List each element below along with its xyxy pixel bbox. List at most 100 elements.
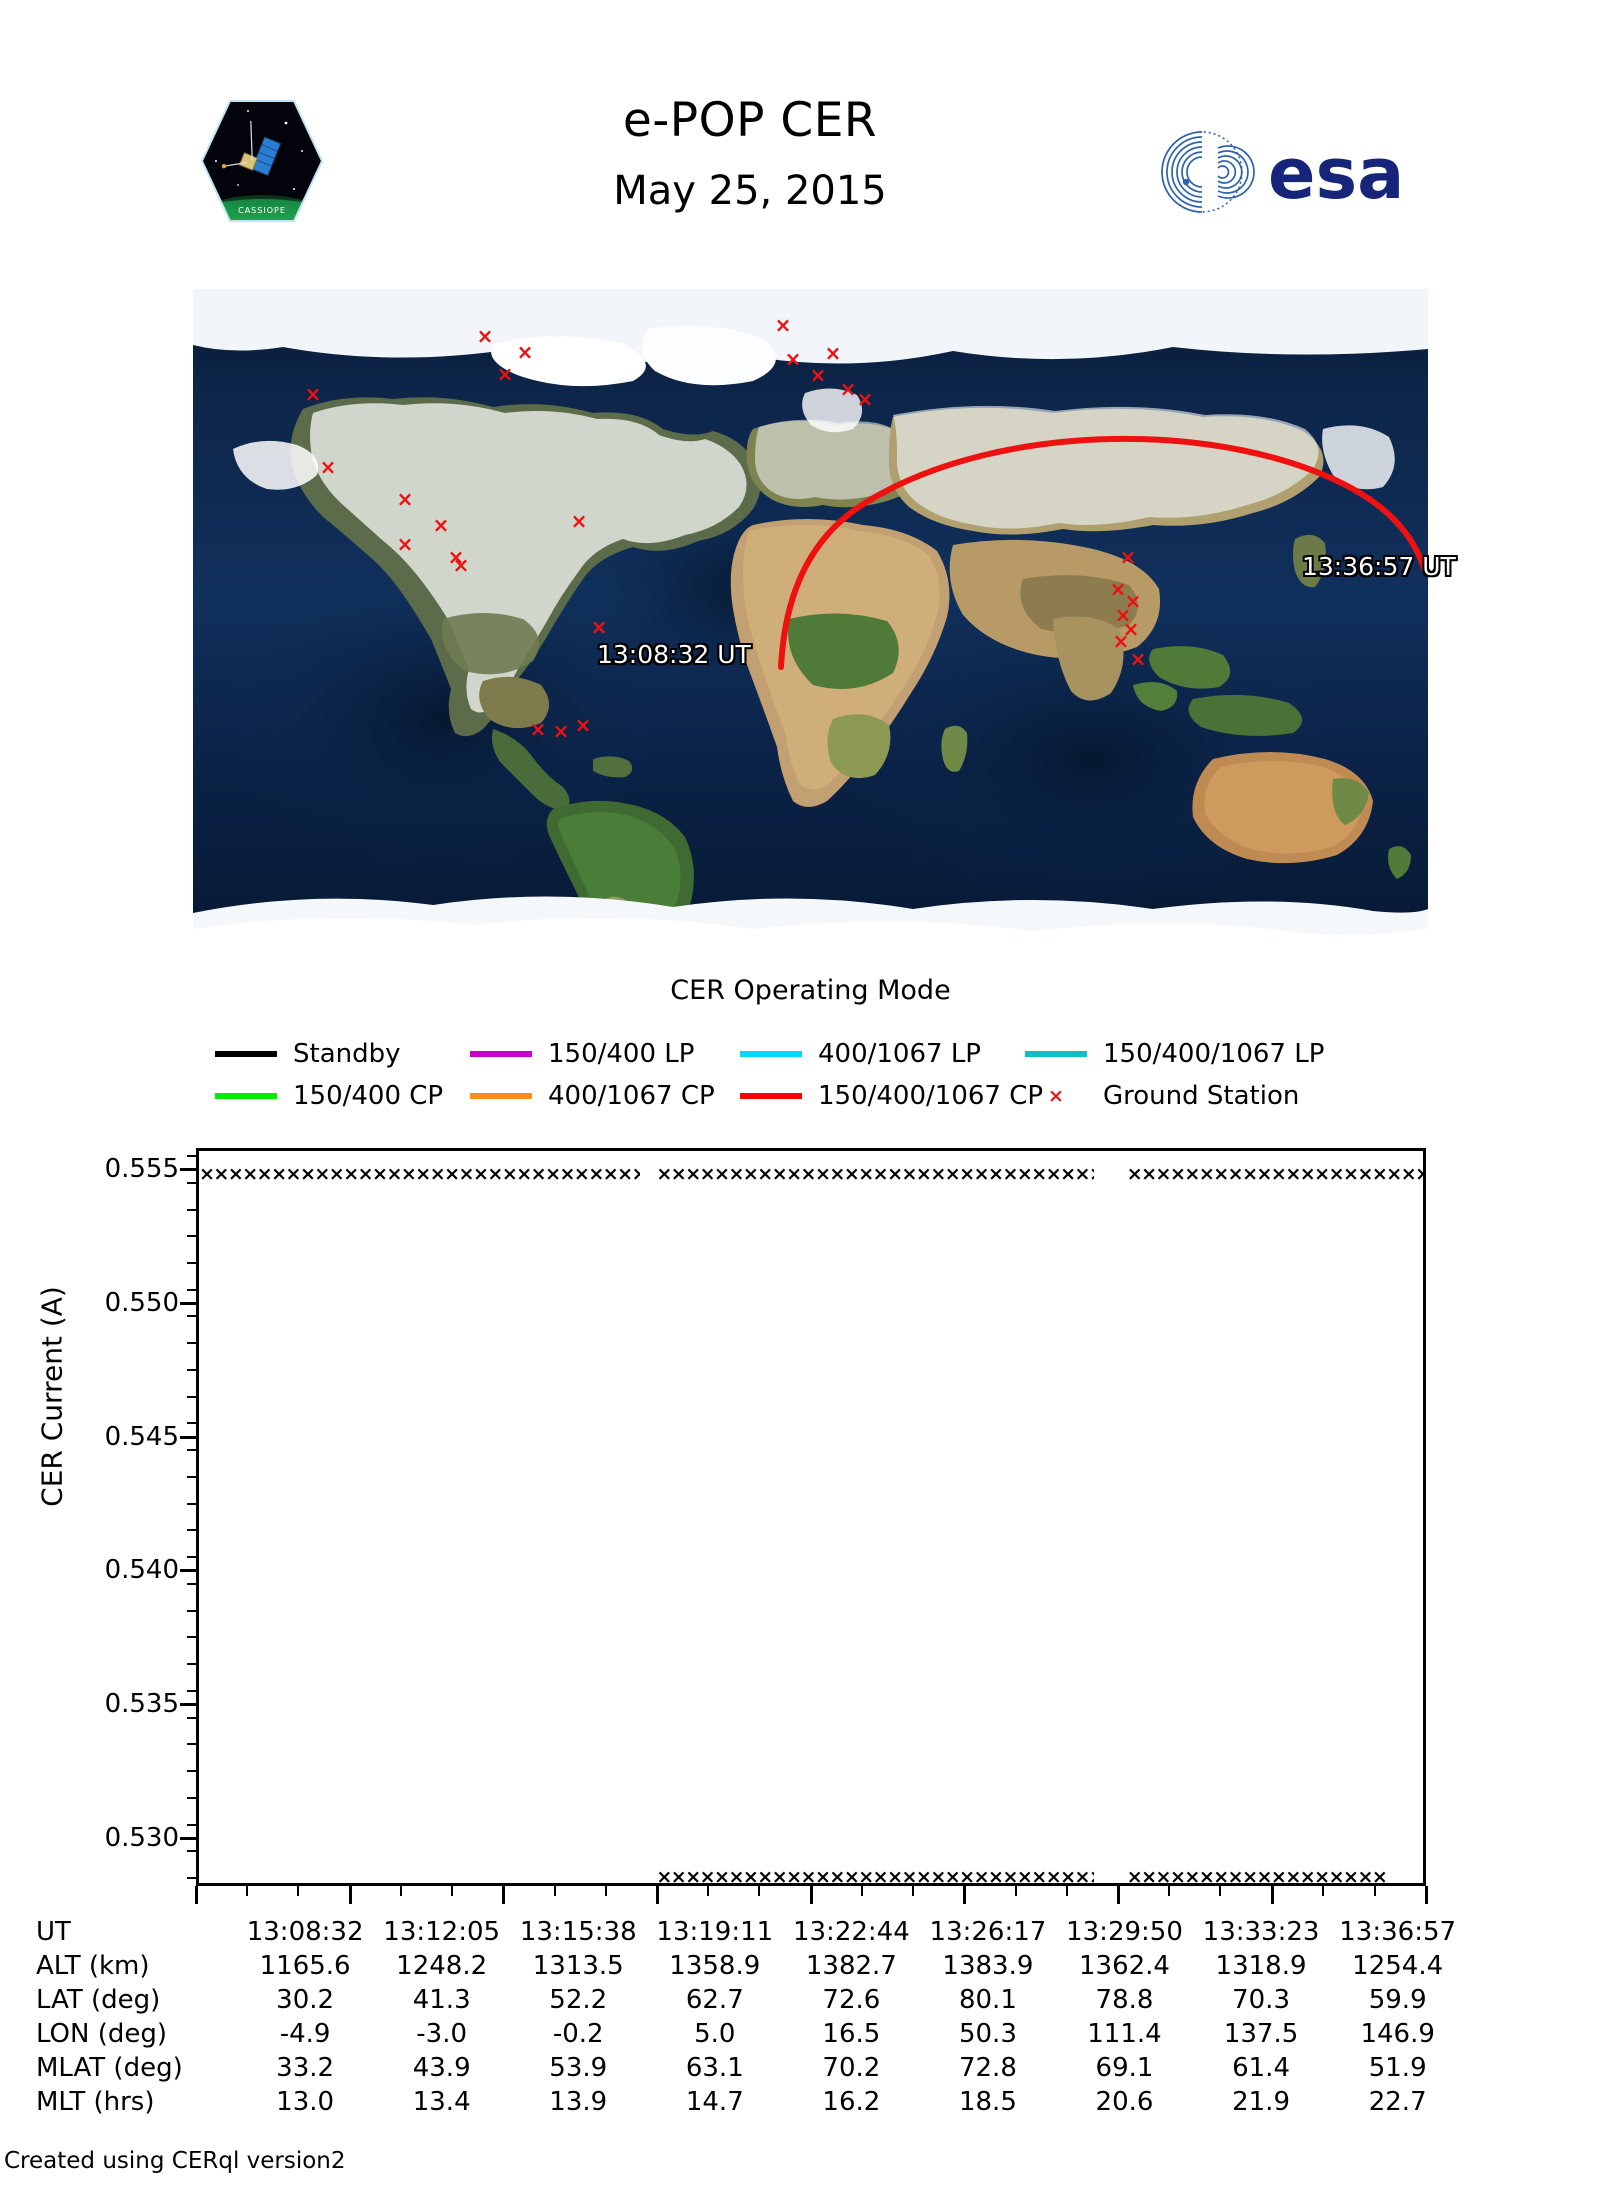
- table-cell: 13:12:05: [383, 1917, 501, 1947]
- x-tick-major: [1425, 1886, 1428, 1904]
- ground-station-icon: ×: [1048, 1085, 1064, 1107]
- table-cell: 52.2: [549, 1985, 608, 2015]
- x-tick-minor: [399, 1886, 402, 1896]
- table-cell: -4.9: [279, 2019, 331, 2049]
- x-tick-minor: [1168, 1886, 1171, 1896]
- table-row-label: LAT (deg): [36, 1985, 161, 2015]
- x-tick-major: [655, 1886, 659, 1904]
- x-tick-minor: [1322, 1886, 1325, 1896]
- legend-label: 150/400 LP: [548, 1039, 695, 1069]
- legend-label: 150/400 CP: [293, 1081, 444, 1111]
- legend-label: Ground Station: [1103, 1081, 1300, 1111]
- table-row: MLT (hrs) 13.0 13.4 13.9 14.7 16.2 18.5 20.6 21.…: [36, 2085, 1466, 2119]
- legend-color-swatch: [470, 1093, 532, 1099]
- table-row: UT 13:08:32 13:12:05 13:15:38 13:19:11 13:22:…: [36, 1915, 1466, 1949]
- x-tick-minor: [860, 1886, 863, 1896]
- table-cell: 13.0: [276, 2087, 335, 2117]
- x-tick-major: [963, 1886, 967, 1904]
- y-tick-label: 0.540: [104, 1555, 179, 1586]
- legend-entry-150-400-lp[interactable]: 150/400 LP: [470, 1033, 740, 1075]
- table-cell: 13.4: [412, 2087, 471, 2117]
- svg-text:CASSIOPE: CASSIOPE: [238, 206, 286, 215]
- y-tick-minor: [187, 1850, 196, 1853]
- x-tick-minor: [707, 1886, 710, 1896]
- table-cell: 1165.6: [259, 1951, 351, 1981]
- y-tick-minor: [187, 1368, 196, 1371]
- table-cell: 5.0: [694, 2019, 736, 2049]
- table-cell: 72.6: [822, 1985, 881, 2015]
- x-tick-minor: [604, 1886, 607, 1896]
- y-tick-minor: [187, 1288, 196, 1291]
- legend-entry-400-1067-cp[interactable]: 400/1067 CP: [470, 1075, 740, 1117]
- y-tick-major: [180, 1703, 196, 1707]
- table-row: LON (deg) -4.9 -3.0 -0.2 5.0 16.5 50.3 111.4 137…: [36, 2017, 1466, 2051]
- table-row: LAT (deg) 30.2 41.3 52.2 62.7 72.6 80.1 78.8 70.…: [36, 1983, 1466, 2017]
- table-cell: 137.5: [1223, 2019, 1299, 2049]
- legend-label: 400/1067 LP: [818, 1039, 981, 1069]
- world-map-image: [193, 289, 1428, 969]
- x-tick-minor: [758, 1886, 761, 1896]
- table-cell: 13:19:11: [656, 1917, 774, 1947]
- legend-entry-standby[interactable]: Standby: [215, 1033, 470, 1075]
- table-cell: 70.3: [1232, 1985, 1290, 2015]
- y-tick-minor: [187, 1823, 196, 1826]
- legend-entry-ground-station[interactable]: × Ground Station: [1025, 1075, 1299, 1117]
- x-tick-minor: [297, 1886, 300, 1896]
- table-cell: 16.2: [822, 2087, 881, 2117]
- table-cell: 53.9: [549, 2053, 608, 2083]
- table-cell: 62.7: [685, 1985, 744, 2015]
- table-cell: 78.8: [1095, 1985, 1154, 2015]
- table-cell: 146.9: [1360, 2019, 1435, 2049]
- legend-entry-400-1067-lp[interactable]: 400/1067 LP: [740, 1033, 1025, 1075]
- table-cell: 13:08:32: [246, 1917, 364, 1947]
- table-cell: 30.2: [276, 1985, 335, 2015]
- x-tick-major: [195, 1886, 198, 1904]
- legend-color-swatch: [1025, 1051, 1087, 1057]
- x-tick-minor: [451, 1886, 454, 1896]
- legend-color-swatch: [740, 1093, 802, 1099]
- footer-note: Created using CERql version2: [4, 2148, 346, 2174]
- y-tick-minor: [187, 1876, 196, 1879]
- y-tick-minor: [187, 1342, 196, 1345]
- x-tick-major: [502, 1886, 506, 1904]
- table-cell: 69.1: [1095, 2053, 1154, 2083]
- y-tick-minor: [187, 1449, 196, 1452]
- table-cell: 41.3: [412, 1985, 471, 2015]
- table-row-label: MLT (hrs): [36, 2087, 155, 2117]
- table-cell: 1358.9: [669, 1951, 761, 1981]
- legend-entry-150-400-1067-cp[interactable]: 150/400/1067 CP: [740, 1075, 1043, 1117]
- y-tick-label: 0.535: [104, 1689, 179, 1720]
- world-map-panel[interactable]: × × × × × × × × × × × × × × × × × × × × × × × × × × × × 13:08:32 UT…: [193, 289, 1456, 969]
- ephemeris-table: UT 13:08:32 13:12:05 13:15:38 13:19:11 13:22:…: [36, 1915, 1466, 2119]
- legend-entry-150-400-1067-lp[interactable]: 150/400/1067 LP: [1025, 1033, 1324, 1075]
- y-tick-minor: [187, 1181, 196, 1184]
- table-row: ALT (km) 1165.6 1248.2 1313.5 1358.9 1382.7 13…: [36, 1949, 1466, 1983]
- y-tick-label: 0.555: [104, 1154, 179, 1185]
- legend-color-swatch: [470, 1051, 532, 1057]
- legend-entry-150-400-cp[interactable]: 150/400 CP: [215, 1075, 470, 1117]
- y-tick-minor: [187, 1636, 196, 1639]
- table-row-label: LON (deg): [36, 2019, 168, 2049]
- page-title: e-POP CER: [622, 93, 878, 148]
- x-tick-minor: [1373, 1886, 1376, 1896]
- y-tick-minor: [187, 1529, 196, 1532]
- satellite-ground-track: [778, 435, 1428, 670]
- legend-title: CER Operating Mode: [670, 975, 951, 1006]
- legend-color-swatch: [740, 1051, 802, 1057]
- y-tick-major: [180, 1435, 196, 1439]
- x-tick-minor: [912, 1886, 915, 1896]
- page-header: CASSIOPE e-POP CER May 25, 2015: [0, 0, 1600, 280]
- table-cell: 111.4: [1087, 2019, 1162, 2049]
- table-cell: 1382.7: [805, 1951, 897, 1981]
- y-tick-major: [180, 1569, 196, 1573]
- y-tick-label: 0.550: [104, 1288, 179, 1319]
- table-cell: 1318.9: [1215, 1951, 1307, 1981]
- cer-current-plot[interactable]: ××××××××××××××××××××××××××××××× ×××××××××…: [196, 1148, 1426, 1886]
- table-cell: 13:22:44: [792, 1917, 910, 1947]
- table-cell: 33.2: [276, 2053, 335, 2083]
- y-axis-label: CER Current (A): [35, 1286, 69, 1507]
- x-tick-major: [809, 1886, 813, 1904]
- y-tick-minor: [187, 1422, 196, 1425]
- x-tick-minor: [553, 1886, 556, 1896]
- y-tick-label: 0.545: [104, 1421, 179, 1452]
